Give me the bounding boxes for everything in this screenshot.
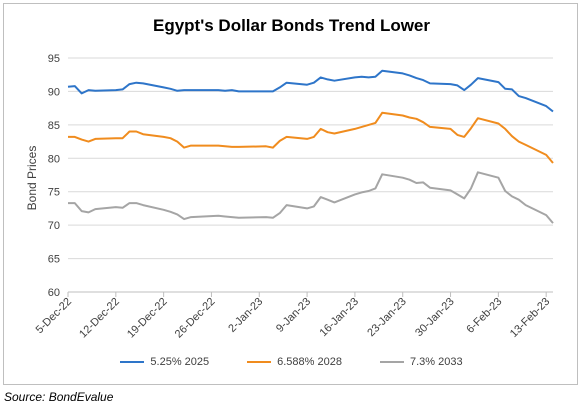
y-tick-label: 75 bbox=[48, 187, 60, 199]
x-tick-label: 23-Jan-23 bbox=[365, 296, 409, 340]
y-tick-label: 95 bbox=[48, 53, 60, 65]
y-tick-label: 80 bbox=[48, 153, 60, 165]
y-tick-label: 90 bbox=[48, 86, 60, 98]
y-axis: 60 65 70 75 80 85 90 95 bbox=[48, 53, 60, 299]
x-tick-label: 2-Jan-23 bbox=[226, 296, 265, 335]
series-line-3 bbox=[68, 171, 554, 224]
legend-swatch bbox=[247, 361, 272, 363]
x-tick-label: 16-Jan-23 bbox=[318, 296, 362, 340]
legend-swatch bbox=[120, 361, 145, 363]
legend-label: 5.25% 2025 bbox=[150, 356, 210, 368]
series-lines bbox=[67, 69, 554, 224]
chart-title: Egypt's Dollar Bonds Trend Lower bbox=[152, 16, 431, 35]
series-line-1 bbox=[67, 69, 554, 113]
y-tick-label: 85 bbox=[48, 120, 60, 132]
legend-swatch bbox=[379, 361, 404, 363]
x-tick-label: 5-Dec-22 bbox=[34, 296, 74, 336]
y-tick-label: 65 bbox=[48, 254, 60, 266]
legend-item: 6.588% 2028 bbox=[247, 356, 342, 368]
y-tick-label: 70 bbox=[48, 220, 60, 232]
y-axis-label: Bond Prices bbox=[25, 146, 39, 211]
x-tick-label: 6-Feb-23 bbox=[464, 296, 504, 336]
x-tick-label: 13-Feb-23 bbox=[508, 296, 552, 340]
y-tick-label: 60 bbox=[48, 287, 60, 299]
legend-label: 6.588% 2028 bbox=[277, 356, 342, 368]
x-tick-label: 12-Dec-22 bbox=[77, 296, 122, 341]
chart-frame bbox=[3, 3, 578, 385]
x-tick-label: 26-Dec-22 bbox=[173, 296, 218, 341]
x-tick-label: 9-Jan-23 bbox=[274, 296, 313, 335]
legend: 5.25% 2025 6.588% 2028 7.3% 2033 bbox=[0, 356, 583, 368]
source-note: Source: BondEvalue bbox=[4, 390, 114, 404]
legend-item: 5.25% 2025 bbox=[120, 356, 209, 368]
x-tick-label: 30-Jan-23 bbox=[413, 296, 457, 340]
x-axis: 5-Dec-22 12-Dec-22 19-Dec-22 26-Dec-22 2-Jan… bbox=[34, 291, 553, 341]
x-tick-label: 19-Dec-22 bbox=[125, 296, 170, 341]
gridlines bbox=[68, 57, 553, 293]
series-line-2 bbox=[68, 111, 554, 164]
legend-label: 7.3% 2033 bbox=[409, 356, 463, 368]
legend-item: 7.3% 2033 bbox=[379, 356, 463, 368]
